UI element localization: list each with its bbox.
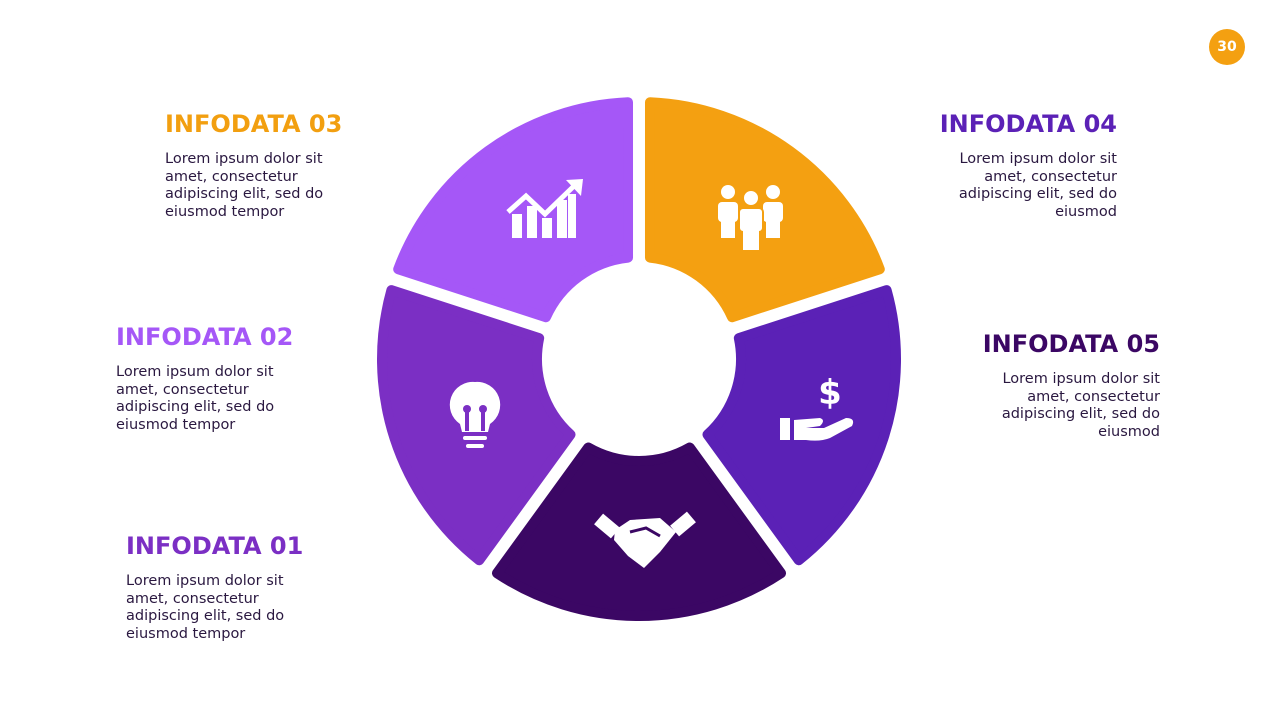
item-text: Lorem ipsum dolor sit <box>1002 371 1160 387</box>
svg-text:$: $ <box>818 373 842 413</box>
item-text: Lorem ipsum dolor sit <box>126 573 284 589</box>
item-01: INFODATA 01 Lorem ipsum dolor sit amet, … <box>126 531 366 643</box>
item-04: INFODATA 04 Lorem ipsum dolor sit amet, … <box>877 109 1117 221</box>
item-02: INFODATA 02 Lorem ipsum dolor sit amet, … <box>116 322 356 434</box>
item-text: adipiscing elit, sed do <box>165 186 324 202</box>
icon-money: $ <box>780 373 854 441</box>
item-text: eiusmod <box>1055 203 1117 220</box>
icon-people <box>718 185 783 250</box>
page-number: 30 <box>1209 29 1245 65</box>
item-text: eiusmod tempor <box>116 416 236 433</box>
item-text: amet, consectetur <box>116 381 249 398</box>
item-text: adipiscing elit, sed do <box>1001 406 1160 422</box>
item-text: Lorem ipsum dolor sit <box>116 364 274 380</box>
item-title: INFODATA 05 <box>982 330 1160 358</box>
item-text: eiusmod tempor <box>126 625 246 642</box>
item-text: amet, consectetur <box>984 168 1117 185</box>
item-title: INFODATA 02 <box>116 323 294 351</box>
item-title: INFODATA 03 <box>165 110 343 138</box>
item-text: adipiscing elit, sed do <box>116 399 275 415</box>
icon-bulb <box>449 381 501 448</box>
item-text: adipiscing elit, sed do <box>126 608 285 624</box>
icon-chart <box>506 179 583 238</box>
item-title: INFODATA 01 <box>126 532 304 560</box>
item-text: eiusmod tempor <box>165 203 285 220</box>
item-title: INFODATA 04 <box>939 110 1117 138</box>
item-text: Lorem ipsum dolor sit <box>165 151 323 167</box>
item-text: Lorem ipsum dolor sit <box>959 151 1117 167</box>
item-text: amet, consectetur <box>126 590 259 607</box>
item-05: INFODATA 05 Lorem ipsum dolor sit amet, … <box>920 329 1160 441</box>
item-03: INFODATA 03 Lorem ipsum dolor sit amet, … <box>165 109 405 221</box>
icons: $ <box>449 179 854 568</box>
item-text: amet, consectetur <box>165 168 298 185</box>
item-text: amet, consectetur <box>1027 388 1160 405</box>
item-text: eiusmod <box>1098 423 1160 440</box>
item-text: adipiscing elit, sed do <box>958 186 1117 202</box>
icon-handshake <box>594 511 696 568</box>
